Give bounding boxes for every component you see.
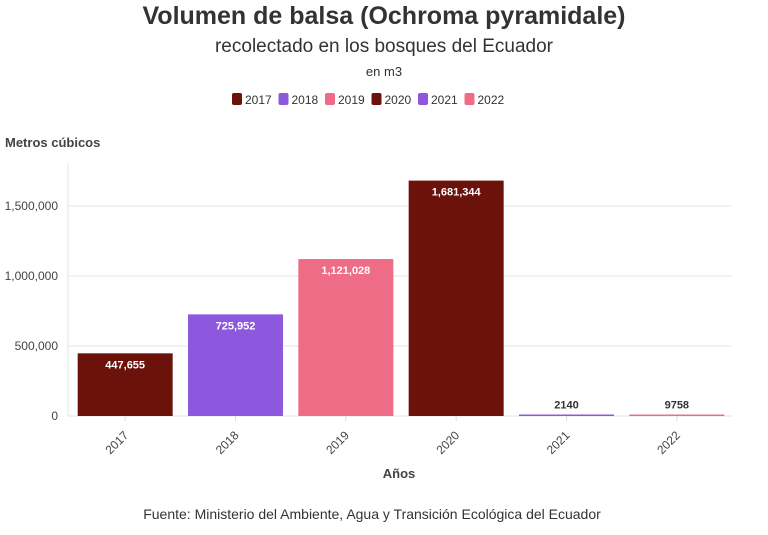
unit-note: en m3 (366, 64, 402, 79)
chart-title: Volumen de balsa (Ochroma pyramidale) (142, 2, 625, 30)
chart-subtitle: recolectado en los bosques del Ecuador (215, 36, 554, 57)
legend: 2017 2018 2019 2020 2021 2022 (232, 93, 505, 107)
data-label: 2140 (554, 400, 578, 412)
bar-2020[interactable] (408, 180, 504, 416)
x-tick-label: 2021 (544, 428, 573, 457)
data-label: 725,952 (216, 320, 256, 332)
legend-swatch (278, 93, 289, 105)
source-note: Fuente: Ministerio del Ambiente, Agua y … (143, 506, 601, 522)
legend-swatch (371, 93, 382, 105)
legend-label[interactable]: 2022 (478, 93, 505, 107)
legend-swatch (418, 93, 428, 105)
data-label: 1,681,344 (432, 187, 482, 199)
legend-label[interactable]: 2018 (292, 93, 319, 107)
y-tick-label: 500,000 (15, 339, 59, 353)
legend-label[interactable]: 2019 (338, 93, 365, 107)
y-axis-title: Metros cúbicos (5, 135, 100, 150)
x-tick-label: 2020 (434, 428, 463, 457)
bar-2017[interactable] (77, 353, 173, 416)
data-label: 447,655 (105, 359, 145, 371)
x-tick-label: 2022 (654, 428, 683, 457)
legend-label[interactable]: 2020 (385, 93, 412, 107)
x-tick-label: 2019 (323, 428, 352, 457)
data-label: 9758 (665, 400, 689, 412)
y-tick-label: 0 (51, 409, 58, 423)
legend-swatch (464, 93, 475, 105)
bar-2021[interactable] (519, 414, 614, 417)
y-tick-label: 1,000,000 (5, 269, 59, 283)
legend-label[interactable]: 2017 (245, 93, 272, 107)
x-tick-label: 2018 (213, 428, 242, 457)
legend-label[interactable]: 2021 (431, 93, 458, 107)
bar-2018[interactable] (188, 314, 283, 416)
bar-2022[interactable] (629, 414, 725, 417)
y-tick-label: 1,500,000 (5, 199, 59, 213)
legend-swatch (232, 93, 242, 105)
legend-swatch (325, 93, 335, 105)
x-axis-title: Años (383, 466, 416, 481)
bar-2019[interactable] (298, 259, 394, 416)
data-label: 1,121,028 (321, 265, 370, 277)
x-tick-label: 2017 (103, 428, 132, 457)
